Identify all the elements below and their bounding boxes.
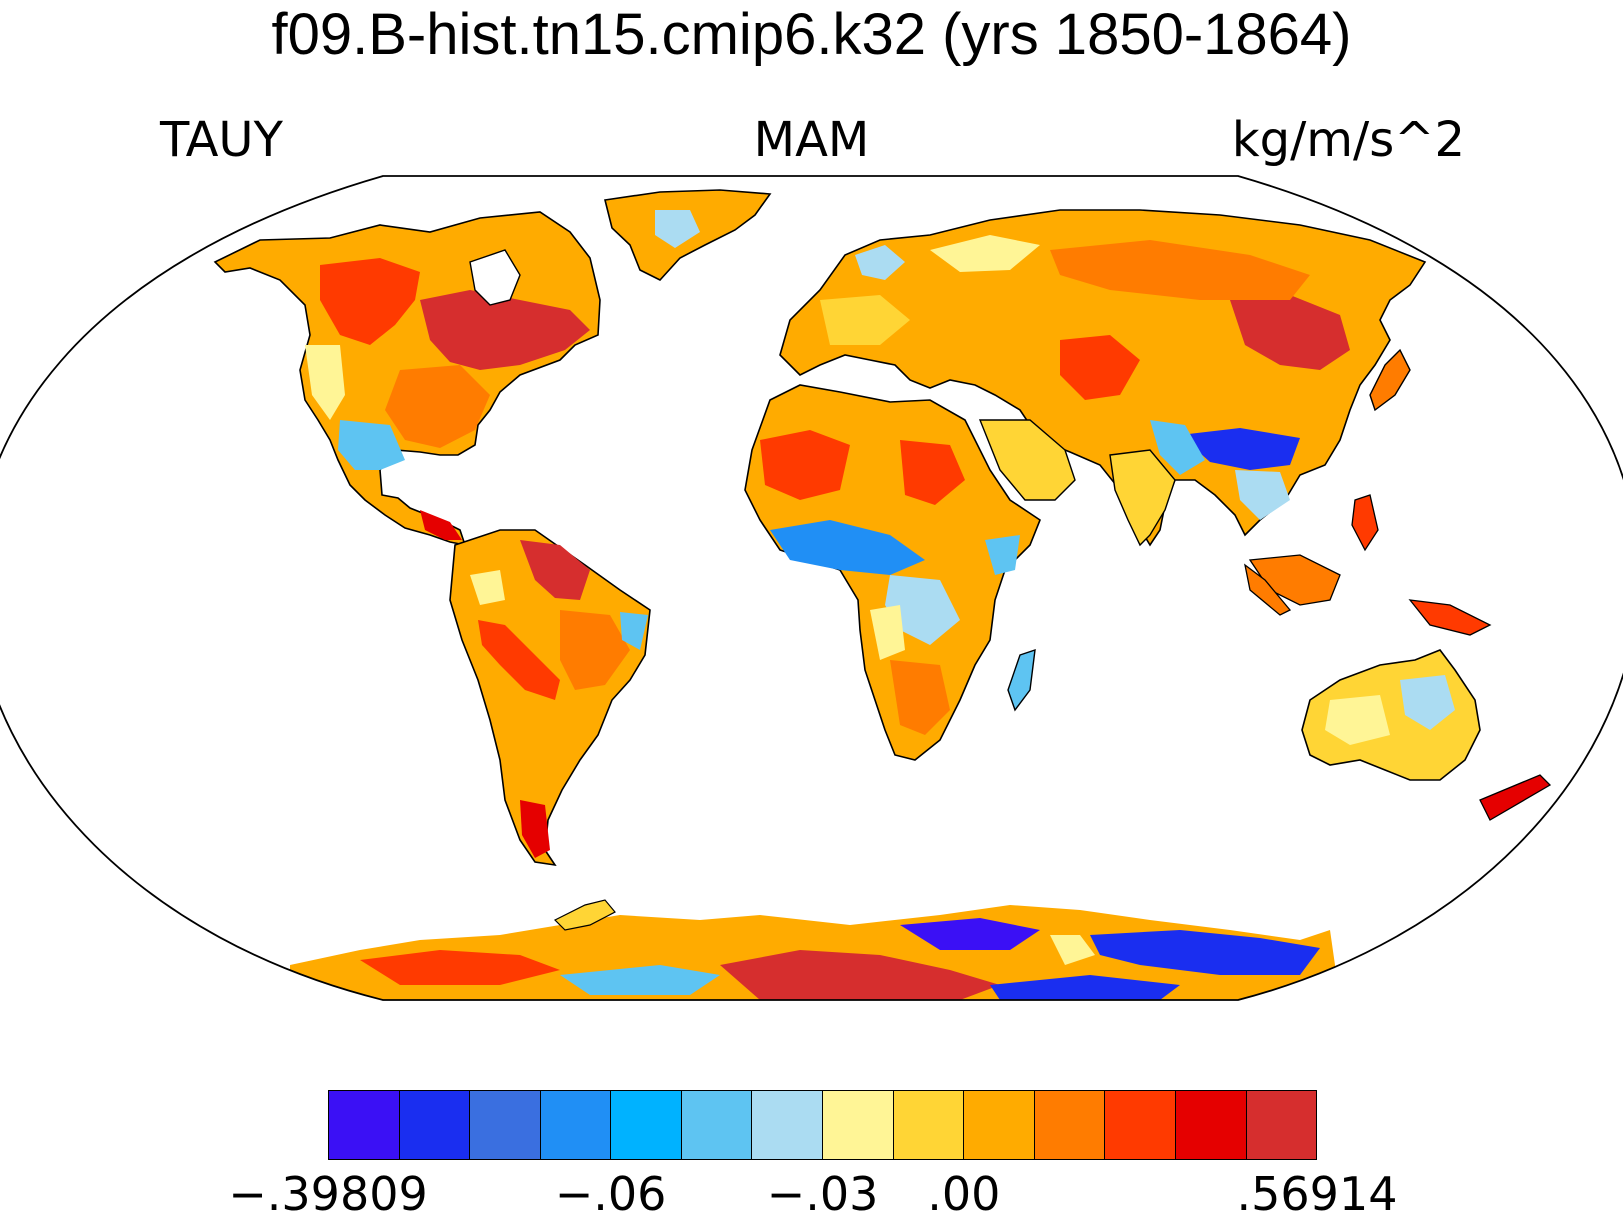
patch-greenland-blue — [655, 210, 700, 248]
colorbar-swatch — [470, 1091, 541, 1159]
patch-siberia-red — [1050, 240, 1310, 300]
patch-central-asia-red — [1060, 335, 1140, 400]
colorbar-tick-label: −.06 — [554, 1167, 667, 1221]
patch-australia-yellow — [1325, 695, 1390, 745]
patch-southern-africa-red — [890, 660, 950, 735]
patch-gulf-blue — [338, 420, 405, 470]
patch-amazon-hot — [520, 540, 590, 600]
patch-antarctica-west-red — [360, 950, 560, 985]
colorbar — [328, 1090, 1317, 1160]
patch-antarctica-yellow — [1050, 935, 1095, 965]
colorbar-tick-label: −.39809 — [228, 1167, 428, 1221]
colorbar-swatch — [611, 1091, 682, 1159]
colorbar-swatch — [681, 1091, 753, 1159]
variable-label: TAUY — [160, 112, 283, 168]
land-new-guinea — [1408, 599, 1492, 636]
colorbar-tick-label: −.03 — [766, 1167, 879, 1221]
patch-ethiopia-light — [985, 535, 1020, 575]
patch-siberia-yellow — [930, 235, 1040, 272]
colorbar-swatch — [329, 1091, 400, 1159]
colorbar-tick-label: .00 — [927, 1167, 1001, 1221]
patch-antarctic-peninsula — [553, 899, 616, 931]
map-border — [0, 175, 1623, 1001]
patch-sa-blue — [620, 612, 648, 650]
patch-antarctica-mid-blue — [900, 918, 1040, 950]
patch-antarctica-dark-blue — [990, 975, 1180, 1000]
colorbar-swatch — [1034, 1091, 1106, 1159]
patch-sa-yellow — [470, 570, 505, 605]
land-philippines — [1351, 494, 1379, 552]
colorbar-swatch — [823, 1091, 894, 1159]
land-japan — [1369, 348, 1411, 412]
season-label: MAM — [753, 112, 870, 168]
patch-tibet-light — [1150, 420, 1205, 475]
patch-africa-yellow — [870, 605, 905, 660]
land-new-zealand — [1479, 774, 1552, 821]
patch-central-america-red — [420, 510, 462, 540]
patch-tibet-blue — [1180, 428, 1300, 470]
patch-andes-red — [478, 620, 560, 700]
patch-sahel-blue — [770, 520, 925, 575]
land-india — [1109, 449, 1176, 547]
patch-sahara-east-red — [900, 440, 965, 505]
patch-sahara-red — [760, 430, 850, 500]
colorbar-swatch — [1175, 1091, 1247, 1159]
patch-canada-red — [320, 258, 420, 345]
patch-antarctica-east-blue — [1090, 930, 1320, 975]
colorbar-swatch — [540, 1091, 612, 1159]
patch-australia-blue — [1400, 675, 1455, 730]
land-madagascar — [1007, 648, 1036, 712]
patch-brazil-orange — [560, 610, 630, 690]
colorbar-swatch — [964, 1091, 1035, 1159]
plot-title: f09.B-hist.tn15.cmip6.k32 (yrs 1850-1864… — [271, 2, 1352, 67]
patch-mexico-yellow — [305, 345, 345, 420]
land-arabia — [978, 419, 1076, 501]
patch-us-east — [385, 365, 490, 448]
colorbar-swatch — [893, 1091, 965, 1159]
colorbar-swatch — [1105, 1091, 1176, 1159]
patch-se-asia-light — [1235, 470, 1290, 520]
patch-scandinavia — [855, 245, 905, 280]
patch-central-africa-light — [885, 575, 960, 645]
patch-patagonia-red — [520, 800, 550, 858]
patch-hudson-bay-water — [469, 249, 521, 306]
patch-ross-ice-shelf-hot — [720, 950, 1000, 1000]
patch-canada-hot — [420, 290, 590, 370]
patch-china-hot — [1230, 295, 1350, 370]
units-label: kg/m/s^2 — [1231, 112, 1465, 168]
patch-europe-yellow — [820, 295, 910, 345]
colorbar-swatch — [399, 1091, 471, 1159]
colorbar-tick-label: .56914 — [1236, 1167, 1398, 1221]
colorbar-swatch — [1246, 1091, 1317, 1159]
colorbar-swatch — [752, 1091, 824, 1159]
patch-antarctica-light — [560, 965, 720, 995]
land-sumatra — [1244, 563, 1292, 616]
